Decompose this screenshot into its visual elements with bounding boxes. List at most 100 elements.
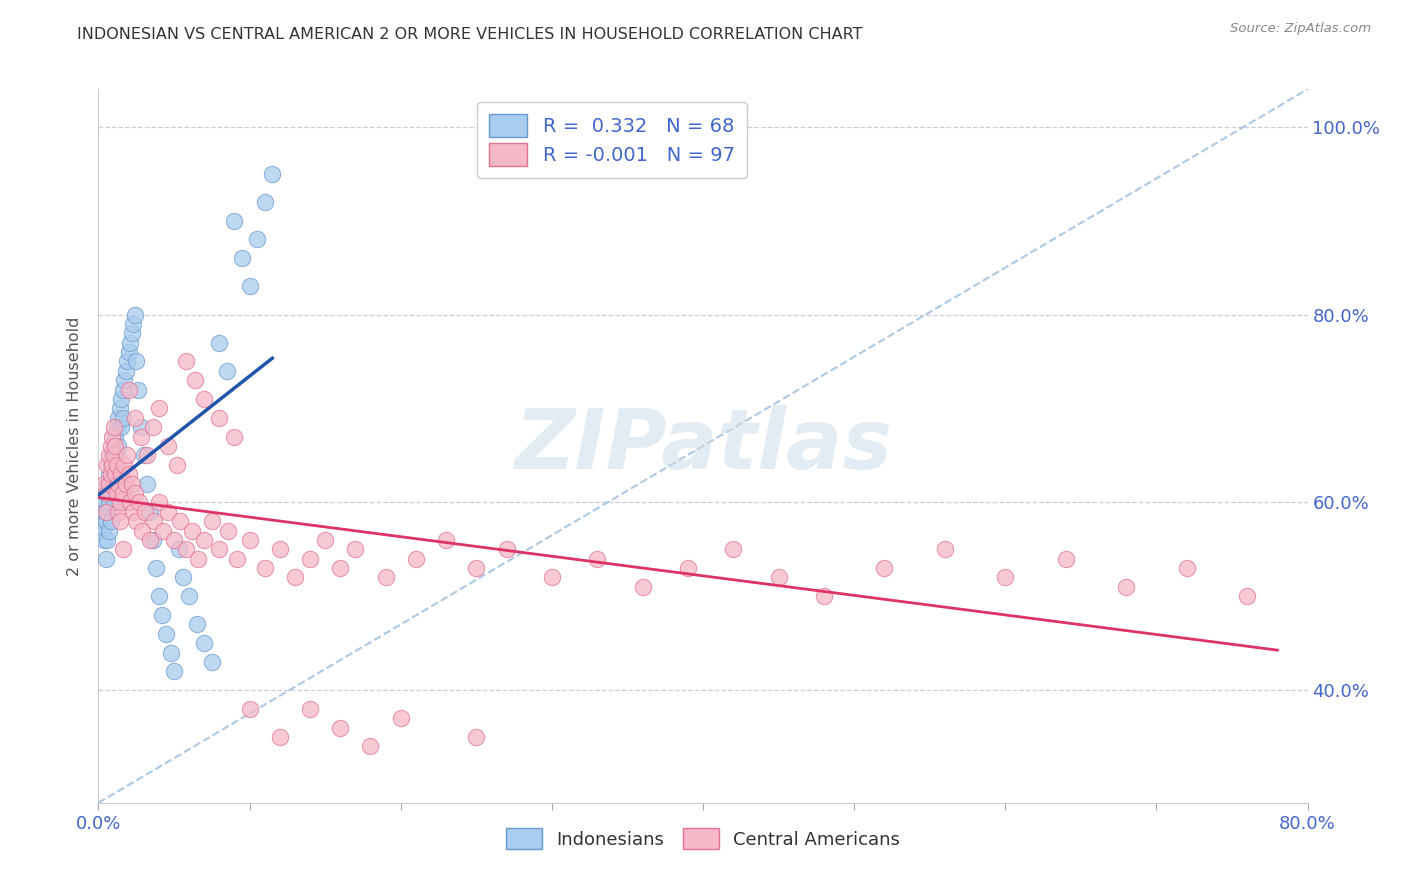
Point bbox=[201, 514, 224, 528]
Point bbox=[103, 449, 125, 463]
Point bbox=[91, 524, 114, 538]
Point bbox=[120, 495, 142, 509]
Point bbox=[155, 627, 177, 641]
Point bbox=[148, 401, 170, 416]
Point bbox=[142, 420, 165, 434]
Point bbox=[131, 524, 153, 538]
Point bbox=[934, 542, 956, 557]
Point bbox=[540, 570, 562, 584]
Point bbox=[96, 486, 118, 500]
Point bbox=[121, 326, 143, 341]
Point bbox=[269, 730, 291, 744]
Point bbox=[174, 542, 197, 557]
Point bbox=[120, 335, 142, 350]
Point bbox=[239, 702, 262, 716]
Point bbox=[132, 449, 155, 463]
Point bbox=[156, 439, 179, 453]
Point bbox=[160, 646, 183, 660]
Point bbox=[994, 570, 1017, 584]
Point bbox=[94, 551, 117, 566]
Point bbox=[231, 251, 253, 265]
Point bbox=[118, 345, 141, 359]
Point bbox=[224, 429, 246, 443]
Point bbox=[723, 542, 745, 557]
Point bbox=[103, 495, 125, 509]
Point bbox=[299, 551, 322, 566]
Point bbox=[405, 551, 427, 566]
Point bbox=[114, 476, 136, 491]
Point bbox=[813, 589, 835, 603]
Point bbox=[101, 476, 124, 491]
Point bbox=[253, 561, 276, 575]
Point bbox=[269, 542, 291, 557]
Point bbox=[100, 439, 122, 453]
Point bbox=[111, 410, 134, 425]
Point bbox=[163, 533, 186, 547]
Point bbox=[152, 524, 174, 538]
Point bbox=[129, 420, 152, 434]
Point bbox=[93, 476, 115, 491]
Point bbox=[100, 486, 122, 500]
Point bbox=[101, 449, 124, 463]
Point bbox=[184, 373, 207, 387]
Point bbox=[96, 476, 118, 491]
Point bbox=[167, 542, 190, 557]
Point bbox=[253, 194, 276, 209]
Point bbox=[125, 514, 148, 528]
Point bbox=[111, 542, 134, 557]
Point bbox=[118, 383, 141, 397]
Point bbox=[107, 439, 129, 453]
Point bbox=[90, 514, 112, 528]
Point bbox=[96, 458, 118, 472]
Point bbox=[104, 458, 127, 472]
Point bbox=[215, 364, 238, 378]
Point bbox=[284, 570, 307, 584]
Point bbox=[873, 561, 896, 575]
Point bbox=[186, 617, 208, 632]
Point bbox=[465, 730, 488, 744]
Point bbox=[134, 505, 156, 519]
Point bbox=[100, 467, 122, 482]
Point bbox=[208, 410, 231, 425]
Point bbox=[91, 495, 114, 509]
Point bbox=[103, 420, 125, 434]
Point bbox=[169, 514, 191, 528]
Point bbox=[101, 458, 124, 472]
Point bbox=[768, 570, 790, 584]
Point bbox=[262, 167, 284, 181]
Text: Source: ZipAtlas.com: Source: ZipAtlas.com bbox=[1230, 22, 1371, 36]
Point bbox=[208, 335, 231, 350]
Point bbox=[110, 392, 132, 406]
Point bbox=[181, 524, 204, 538]
Point bbox=[111, 383, 134, 397]
Point bbox=[224, 213, 246, 227]
Point bbox=[105, 449, 128, 463]
Point bbox=[135, 449, 157, 463]
Point bbox=[226, 551, 249, 566]
Point bbox=[124, 486, 146, 500]
Point bbox=[187, 551, 209, 566]
Point bbox=[193, 392, 215, 406]
Point bbox=[239, 533, 262, 547]
Point bbox=[101, 429, 124, 443]
Point bbox=[98, 495, 121, 509]
Point bbox=[127, 383, 149, 397]
Point bbox=[329, 561, 352, 575]
Point bbox=[142, 533, 165, 547]
Point bbox=[156, 505, 179, 519]
Point bbox=[96, 533, 118, 547]
Point bbox=[118, 467, 141, 482]
Point bbox=[93, 505, 115, 519]
Point bbox=[148, 589, 170, 603]
Point bbox=[98, 467, 121, 482]
Point bbox=[1054, 551, 1077, 566]
Point bbox=[94, 505, 117, 519]
Point bbox=[374, 570, 396, 584]
Point bbox=[129, 429, 152, 443]
Point bbox=[676, 561, 699, 575]
Point bbox=[179, 589, 201, 603]
Point bbox=[174, 354, 197, 368]
Point bbox=[114, 364, 136, 378]
Point bbox=[104, 439, 127, 453]
Point bbox=[122, 317, 145, 331]
